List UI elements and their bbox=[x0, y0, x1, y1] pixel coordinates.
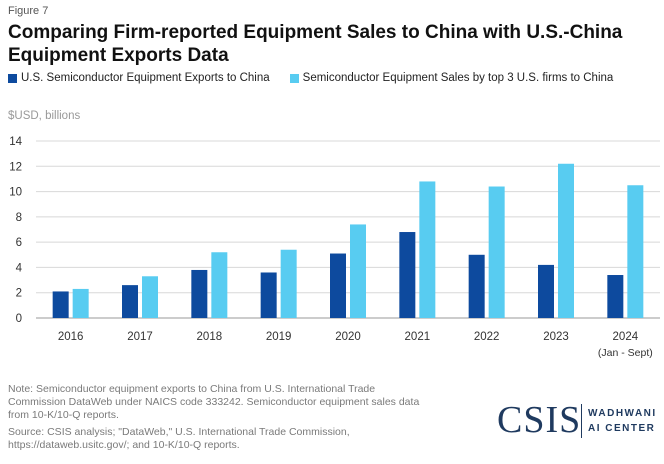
x-tick-label-2019: 2019 bbox=[266, 331, 292, 343]
bar-sales-2016 bbox=[72, 288, 89, 318]
bar-sales-2019 bbox=[280, 249, 297, 318]
logo-center-line1: WADHWANI bbox=[588, 408, 657, 419]
chart-legend: U.S. Semiconductor Equipment Exports to … bbox=[8, 72, 658, 84]
chart-note: Note: Semiconductor equipment exports to… bbox=[8, 383, 420, 421]
legend-swatch-exports bbox=[8, 73, 17, 83]
bar-exports-2021 bbox=[399, 232, 416, 318]
logo-divider bbox=[581, 404, 582, 438]
y-tick-label-12: 12 bbox=[9, 161, 22, 173]
x-tick-label-2022: 2022 bbox=[474, 331, 500, 343]
x-tick-label-2021: 2021 bbox=[405, 331, 431, 343]
y-axis-unit-label: $USD, billions bbox=[8, 110, 81, 122]
legend-item-sales: Semiconductor Equipment Sales by top 3 U… bbox=[289, 72, 614, 84]
bar-exports-2020 bbox=[330, 253, 346, 318]
y-tick-label-4: 4 bbox=[16, 262, 23, 274]
figure-label: Figure 7 bbox=[8, 5, 49, 17]
x-tick-label-2024: 2024 bbox=[613, 331, 639, 343]
bar-exports-2022 bbox=[468, 254, 485, 318]
x-tick-label-2018: 2018 bbox=[197, 331, 223, 343]
bar-sales-2022 bbox=[488, 186, 505, 318]
bar-exports-2018 bbox=[191, 269, 208, 318]
y-tick-label-10: 10 bbox=[9, 187, 22, 199]
bar-exports-2024 bbox=[607, 275, 624, 318]
chart-source: Source: CSIS analysis; "DataWeb," U.S. I… bbox=[8, 426, 350, 451]
bar-sales-2023 bbox=[558, 163, 574, 318]
x-tick-label-2020: 2020 bbox=[335, 331, 361, 343]
legend-label-sales: Semiconductor Equipment Sales by top 3 U… bbox=[302, 72, 614, 84]
bar-sales-2017 bbox=[142, 276, 158, 318]
y-tick-label-2: 2 bbox=[16, 288, 22, 300]
legend-swatch-sales bbox=[289, 73, 299, 83]
bar-exports-2016 bbox=[52, 291, 69, 318]
wadhwani-ai-center-logo: WADHWANI AI CENTER bbox=[588, 406, 657, 436]
csis-logo: CSIS bbox=[497, 399, 582, 441]
x-tick-label-2017: 2017 bbox=[127, 331, 153, 343]
bar-sales-2024 bbox=[627, 185, 644, 318]
y-tick-label-8: 8 bbox=[16, 212, 22, 224]
y-tick-label-14: 14 bbox=[9, 136, 22, 148]
bar-sales-2018 bbox=[211, 252, 228, 318]
x-tick-label-2023: 2023 bbox=[543, 331, 569, 343]
x-tick-sublabel-2024: (Jan - Sept) bbox=[598, 347, 653, 359]
legend-label-exports: U.S. Semiconductor Equipment Exports to … bbox=[21, 72, 270, 84]
bar-chart: 0 2 4 6 8 10 12 14 2016 2017 2018 2019 2020 2021 2022 2… bbox=[9, 136, 660, 359]
bar-exports-2017 bbox=[122, 285, 138, 318]
y-tick-label-0: 0 bbox=[16, 313, 22, 325]
legend-item-exports: U.S. Semiconductor Equipment Exports to … bbox=[8, 72, 270, 84]
logo-center-line2: AI CENTER bbox=[588, 423, 656, 434]
y-tick-label-6: 6 bbox=[16, 237, 22, 249]
bar-exports-2023 bbox=[538, 264, 554, 318]
bar-sales-2021 bbox=[419, 181, 436, 318]
chart-title: Comparing Firm-reported Equipment Sales … bbox=[8, 22, 623, 66]
bar-sales-2020 bbox=[350, 224, 366, 318]
x-tick-label-2016: 2016 bbox=[58, 331, 84, 343]
bar-exports-2019 bbox=[260, 272, 277, 318]
